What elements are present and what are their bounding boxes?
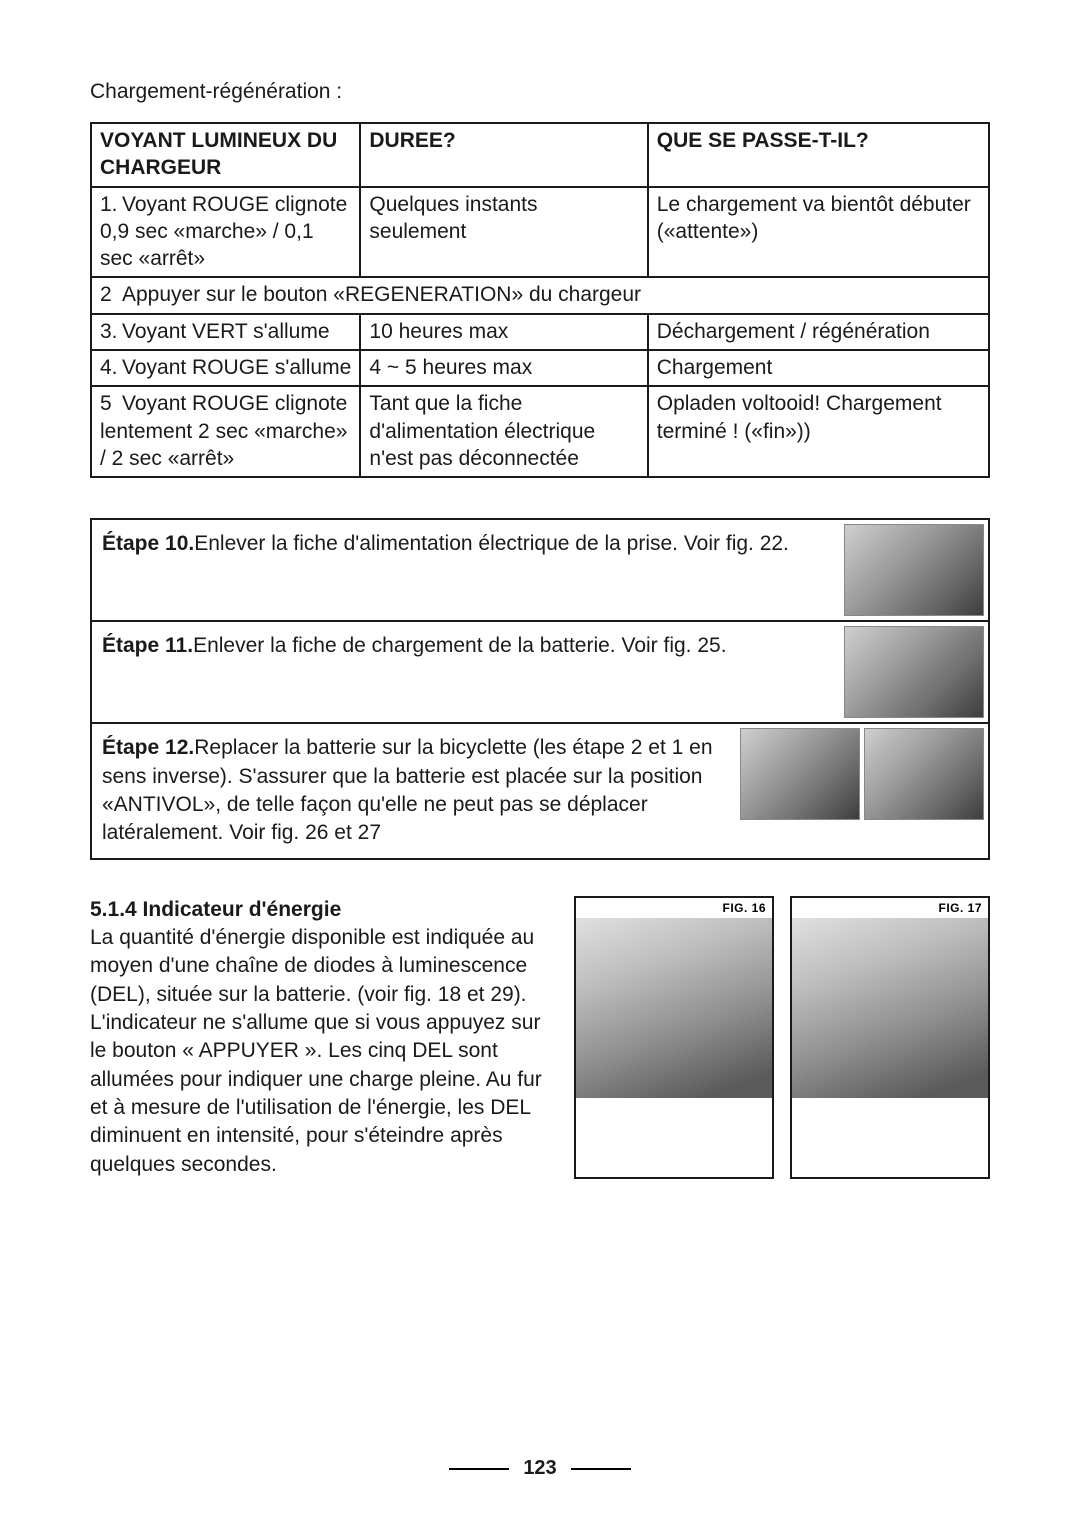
figure-photo: [792, 918, 988, 1098]
th-duree: DUREE?: [360, 123, 647, 187]
section-heading: 5.1.4 Indicateur d'énergie: [90, 898, 341, 921]
figure-16: Fig. 16: [574, 896, 774, 1179]
row-num: 3.: [100, 318, 122, 345]
step-photo: [864, 728, 984, 820]
figure-pair: Fig. 16 Fig. 17: [574, 896, 990, 1179]
cell: Appuyer sur le bouton «REGENERATION» du …: [122, 283, 641, 306]
step-label: Étape 11.: [102, 634, 193, 657]
row-num: 5: [100, 390, 122, 417]
cell: Voyant ROUGE clignote lentement 2 sec «m…: [100, 392, 347, 470]
cell: 10 heures max: [360, 314, 647, 350]
table-row: 2Appuyer sur le bouton «REGENERATION» du…: [91, 277, 989, 313]
row-num: 2: [100, 281, 122, 308]
row-num: 1.: [100, 191, 122, 218]
figure-17: Fig. 17: [790, 896, 990, 1179]
step-body: Replacer la batterie sur la bicyclette (…: [102, 736, 713, 844]
step-photo: [740, 728, 860, 820]
steps-block: Étape 10.Enlever la fiche d'alimentation…: [90, 518, 990, 859]
figure-label: Fig. 17: [792, 898, 988, 918]
section-body: La quantité d'énergie disponible est ind…: [90, 926, 542, 1176]
table-header-row: VOYANT LUMINEUX DU CHARGEUR DUREE? QUE S…: [91, 123, 989, 187]
cell: Voyant VERT s'allume: [122, 320, 330, 343]
cell: Opladen voltooid! Chargement terminé ! (…: [648, 386, 989, 477]
step-label: Étape 10.: [102, 532, 194, 555]
regeneration-table: VOYANT LUMINEUX DU CHARGEUR DUREE? QUE S…: [90, 122, 990, 478]
th-passe: QUE SE PASSE-T-IL?: [648, 123, 989, 187]
step-body: Enlever la fiche d'alimentation électriq…: [194, 532, 789, 555]
cell: 4 ~ 5 heures max: [360, 350, 647, 386]
row-num: 4.: [100, 354, 122, 381]
cell: Déchargement / régénération: [648, 314, 989, 350]
step-label: Étape 12.: [102, 736, 194, 759]
cell: Tant que la fiche d'alimentation électri…: [360, 386, 647, 477]
page-number: 123: [0, 1457, 1080, 1480]
step-photo: [844, 524, 984, 616]
table-row: 3.Voyant VERT s'allume 10 heures max Déc…: [91, 314, 989, 350]
cell: Voyant ROUGE s'allume: [122, 356, 351, 379]
intro-text: Chargement-régénération :: [90, 80, 990, 104]
cell: Quelques instants seulement: [360, 187, 647, 278]
step-row: Étape 12.Replacer la batterie sur la bic…: [92, 724, 988, 857]
th-voyant: VOYANT LUMINEUX DU CHARGEUR: [91, 123, 360, 187]
cell: Chargement: [648, 350, 989, 386]
cell: Voyant ROUGE clignote 0,9 sec «marche» /…: [100, 193, 347, 271]
table-row: 1.Voyant ROUGE clignote 0,9 sec «marche»…: [91, 187, 989, 278]
cell: Le chargement va bientôt débuter («atten…: [648, 187, 989, 278]
figure-label: Fig. 16: [576, 898, 772, 918]
figure-photo: [576, 918, 772, 1098]
section-514: 5.1.4 Indicateur d'énergie La quantité d…: [90, 896, 990, 1179]
step-body: Enlever la fiche de chargement de la bat…: [193, 634, 726, 657]
table-row: 4.Voyant ROUGE s'allume 4 ~ 5 heures max…: [91, 350, 989, 386]
step-row: Étape 11.Enlever la fiche de chargement …: [92, 622, 988, 724]
step-photo: [844, 626, 984, 718]
step-row: Étape 10.Enlever la fiche d'alimentation…: [92, 520, 988, 622]
table-row: 5Voyant ROUGE clignote lentement 2 sec «…: [91, 386, 989, 477]
